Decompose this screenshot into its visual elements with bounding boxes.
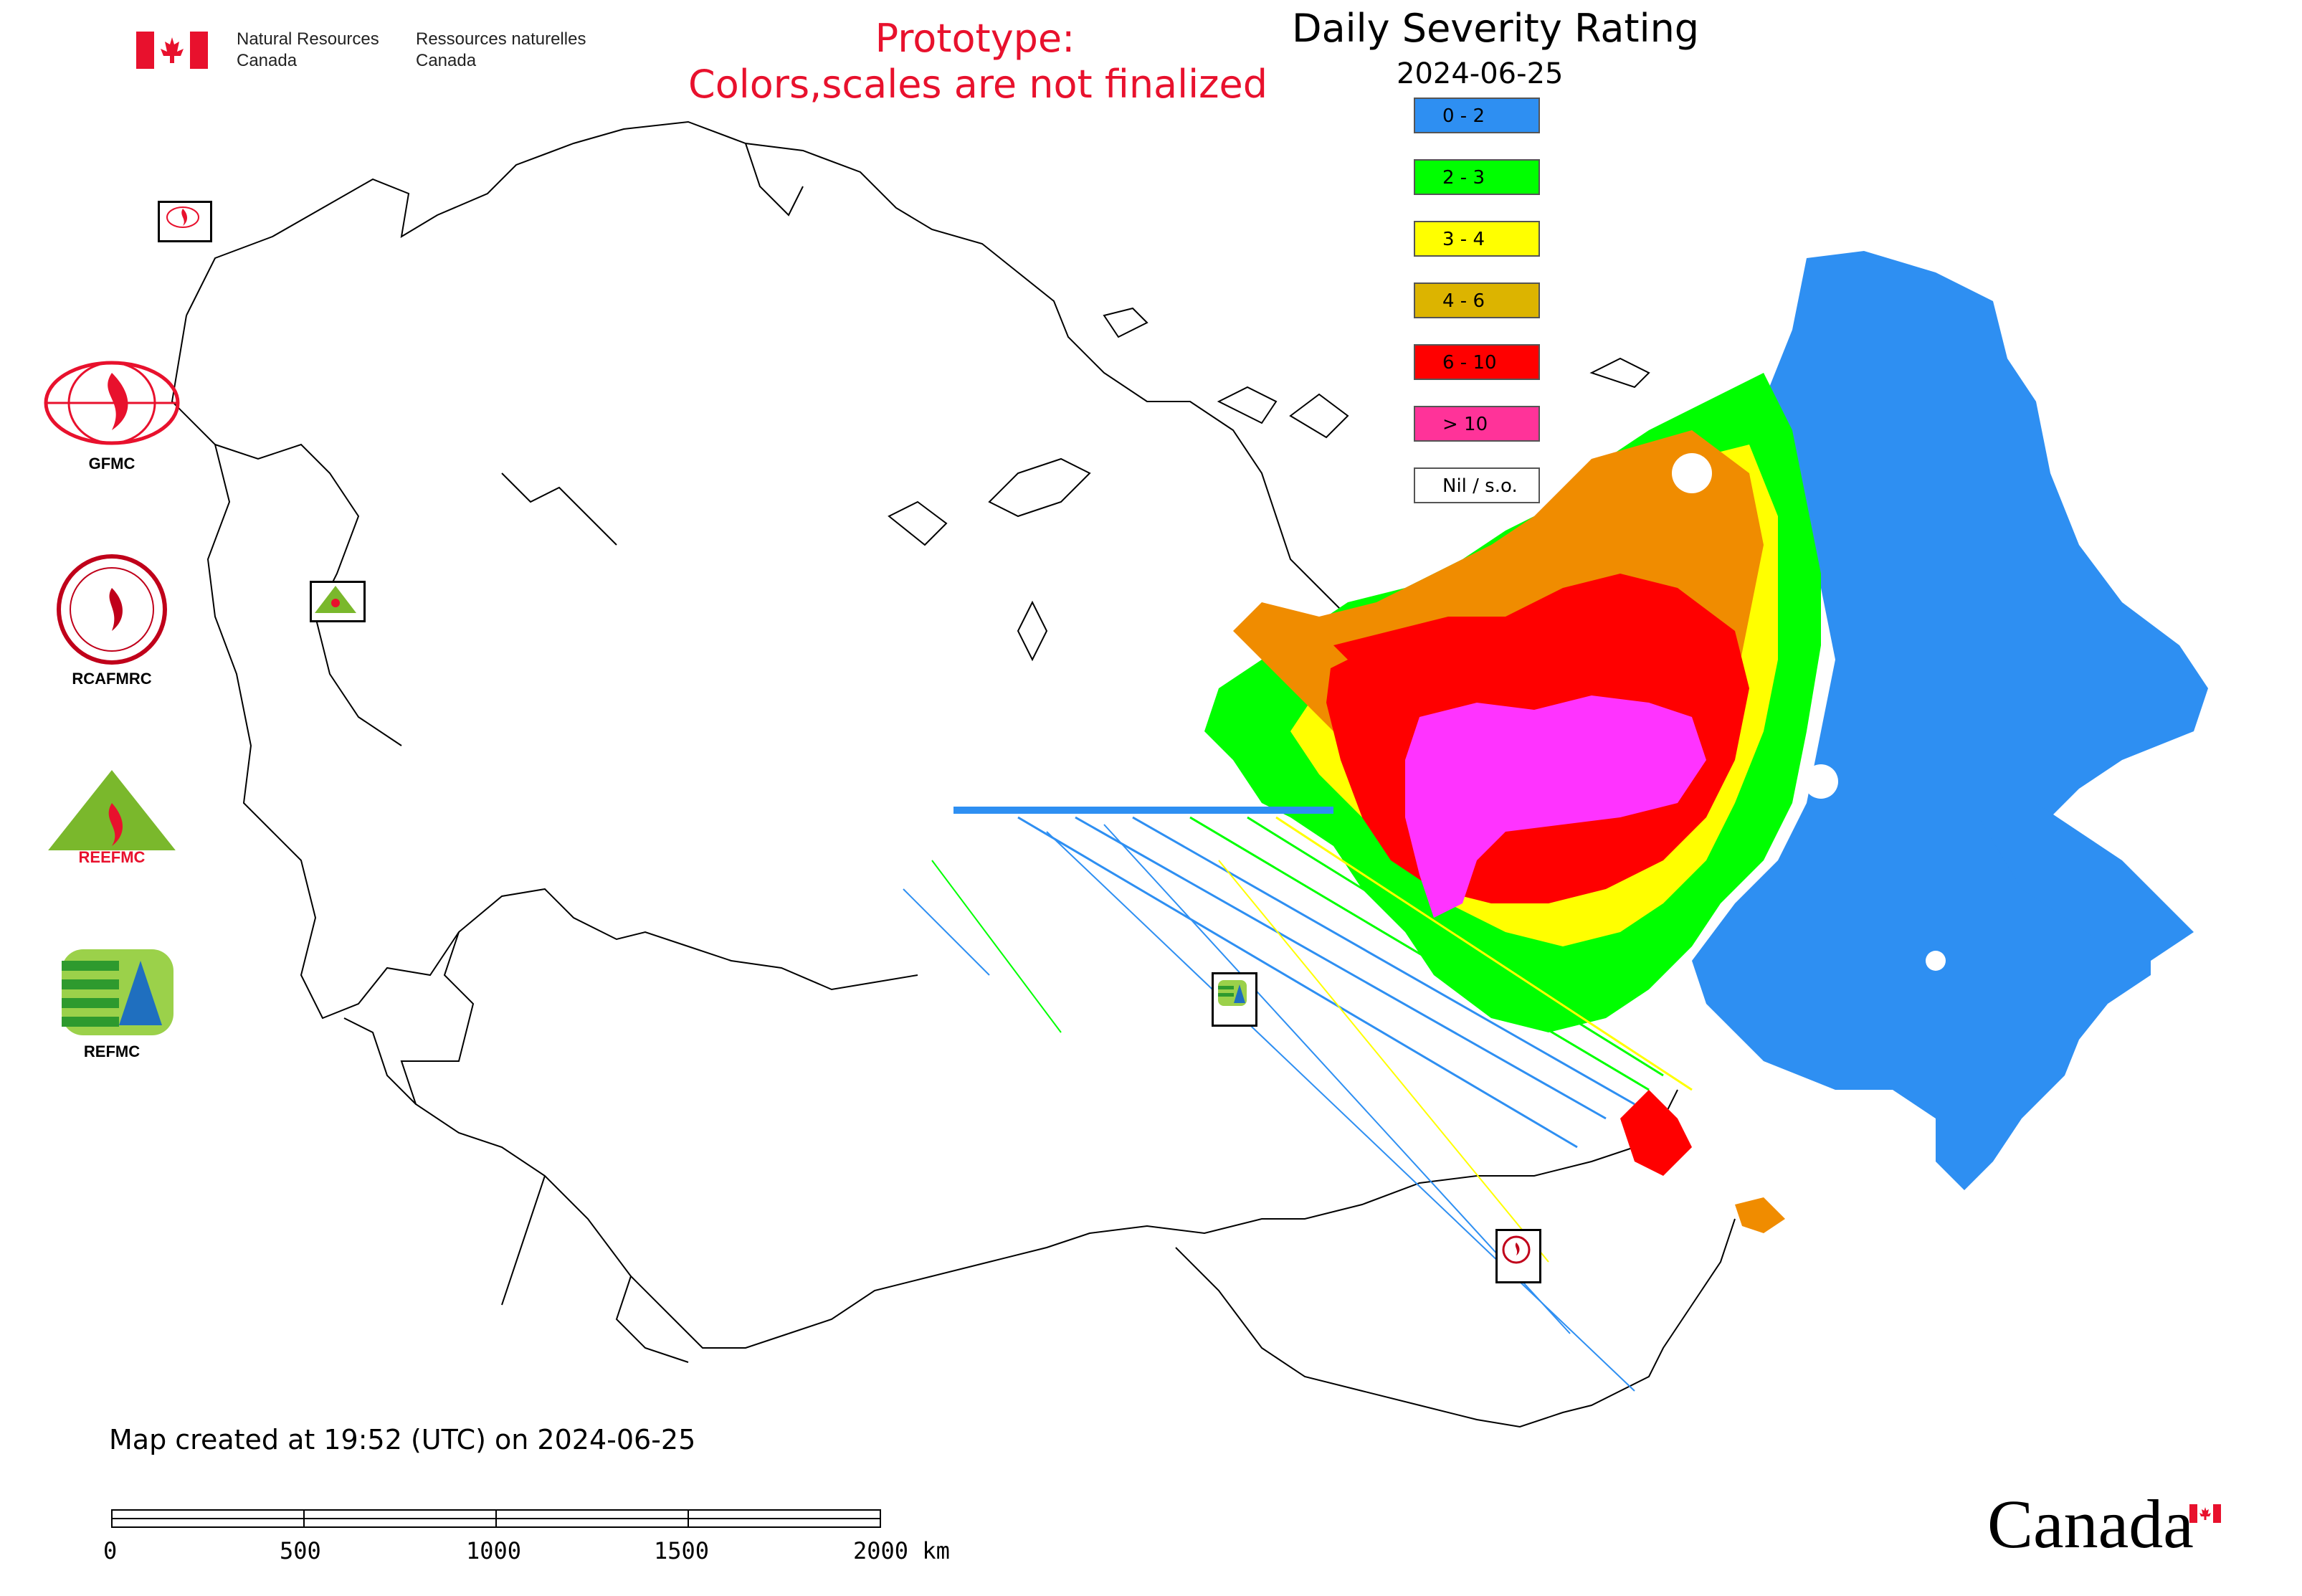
severity-zone-0-2-east [1979, 803, 2194, 961]
rcafmrc-logo-icon [57, 554, 167, 665]
refmc-marker-icon [1218, 980, 1247, 1006]
coastline-fragments [888, 307, 1650, 662]
legend-item-3-4: 3 - 4 [1414, 221, 1540, 257]
severity-field [903, 251, 2208, 1392]
legend-item-0-2: 0 - 2 [1414, 98, 1540, 133]
canada-wordmark-text: Canada [1987, 1486, 2194, 1562]
legend-item-over-10: > 10 [1414, 406, 1540, 442]
prototype-notice: Prototype: Colors,scales are not finaliz… [688, 16, 1267, 108]
gfmc-marker-icon [166, 206, 199, 228]
reefmc-marker [310, 581, 366, 622]
legend-label: 6 - 10 [1442, 352, 1497, 374]
legend-item-nil: Nil / s.o. [1414, 467, 1540, 503]
prototype-line-1: Prototype: [875, 16, 1075, 61]
legend-label: > 10 [1442, 414, 1488, 435]
legend-item-2-3: 2 - 3 [1414, 159, 1540, 195]
legend-label: 3 - 4 [1442, 229, 1485, 250]
canada-wordmark: Canada [1987, 1484, 2194, 1564]
gfmc-label: GFMC [88, 455, 135, 472]
svg-text:REEFMC: REEFMC [79, 848, 146, 866]
dept-name-en-line1: Natural Resources [237, 29, 379, 49]
dept-name-fr-line1: Ressources naturelles [416, 29, 586, 49]
rcafmrc-marker [1495, 1229, 1541, 1283]
severity-zone-nova-scotia [1735, 1197, 1785, 1233]
country-borders [171, 120, 1736, 1428]
rcafmrc-label: RCAFMRC [72, 670, 152, 688]
refmc-logo: REFMC [33, 946, 191, 1061]
refmc-marker [1212, 972, 1257, 1027]
rcafmrc-logo: RCAFMRC [33, 552, 191, 688]
legend-label: 2 - 3 [1442, 167, 1485, 189]
severity-zone-0-2 [1692, 251, 2208, 1190]
severity-stripes [903, 807, 1693, 1392]
scale-tick-2000: 2000 km [853, 1537, 950, 1564]
scale-tick-0: 0 [103, 1537, 118, 1564]
dept-name-en-line2: Canada [237, 51, 298, 70]
reefmc-logo-icon: REEFMC [40, 770, 184, 866]
severity-zone-se-cluster [1620, 1090, 1692, 1176]
severity-zone-alaska [1262, 617, 1348, 674]
prototype-line-2: Colors,scales are not finalized [688, 62, 1267, 107]
reefmc-marker-icon [315, 586, 356, 613]
rcafmrc-marker-icon [1502, 1235, 1531, 1264]
dept-name-fr-line2: Canada [416, 51, 477, 70]
scale-tick-1500: 1500 [654, 1537, 710, 1564]
refmc-label: REFMC [83, 1042, 141, 1060]
gfmc-marker [158, 201, 212, 242]
legend-item-4-6: 4 - 6 [1414, 282, 1540, 318]
gfmc-logo: GFMC [33, 358, 191, 473]
scale-bar [111, 1509, 881, 1528]
map-title: Daily Severity Rating [1292, 6, 1700, 51]
wordmark-flag-icon [2189, 1504, 2221, 1523]
legend-label: Nil / s.o. [1442, 475, 1518, 497]
legend-label: 0 - 2 [1442, 105, 1485, 127]
legend-item-6-10: 6 - 10 [1414, 344, 1540, 380]
reefmc-logo: REEFMC [33, 767, 191, 870]
gfmc-logo-icon [44, 361, 180, 445]
scale-tick-500: 500 [280, 1537, 321, 1564]
severity-zone-over-10 [1405, 695, 1706, 918]
refmc-logo-icon [62, 949, 173, 1035]
scale-tick-1000: 1000 [466, 1537, 522, 1564]
map-created-note: Map created at 19:52 (UTC) on 2024-06-25 [109, 1424, 696, 1455]
legend-label: 4 - 6 [1442, 290, 1485, 312]
canada-flag-icon [136, 32, 208, 69]
map-date: 2024-06-25 [1397, 57, 1564, 90]
